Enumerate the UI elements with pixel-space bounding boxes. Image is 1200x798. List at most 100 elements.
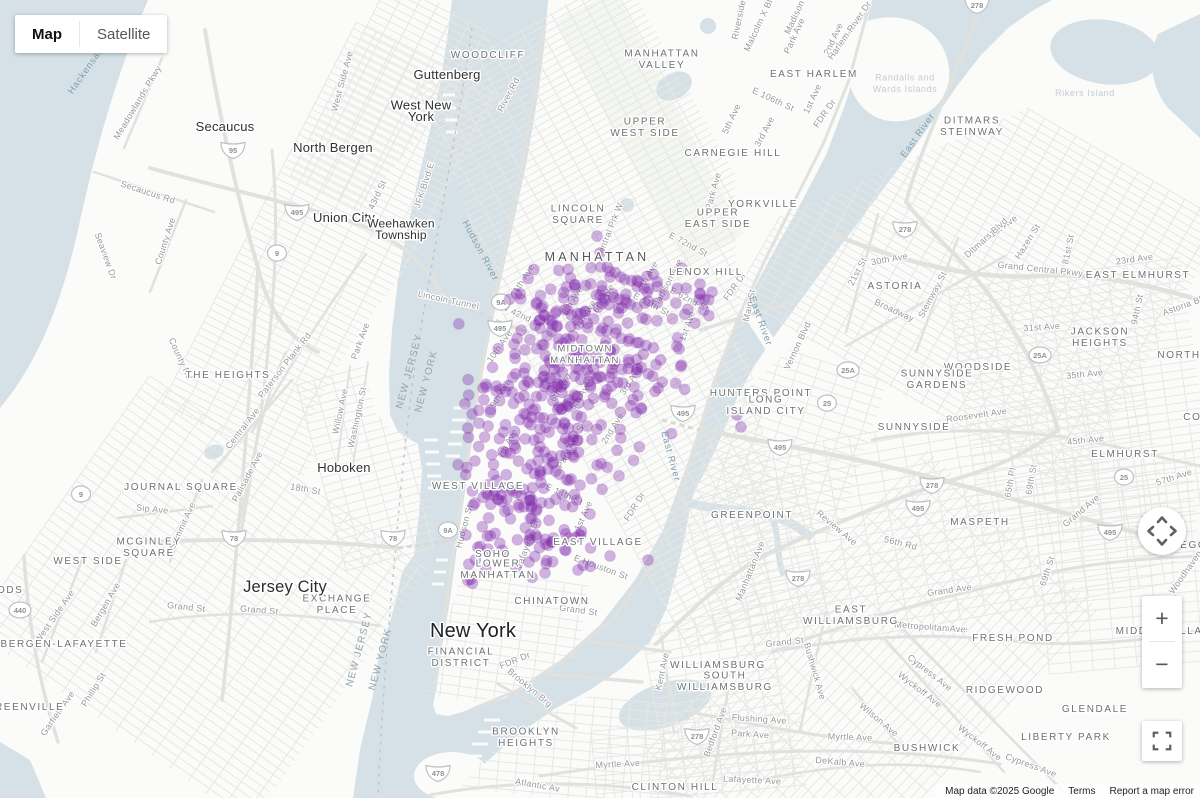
map-label: CLINTON HILL [632,782,719,793]
data-point [550,305,563,317]
report-error-link[interactable]: Report a map error [1109,785,1194,797]
map-label: Guttenberg [413,67,480,82]
data-point [607,291,620,304]
data-point [559,544,572,557]
route-shield: 478 [425,764,451,783]
map-label: RIDGEWOOD [966,685,1044,696]
data-point [592,301,604,314]
data-point [652,382,665,394]
map-label: Sip Ave [136,502,169,515]
data-point [482,420,495,433]
data-point [581,364,594,376]
data-point [650,358,662,371]
data-point [633,440,646,453]
data-point [558,418,571,430]
data-point [568,451,580,464]
data-point [594,261,607,273]
data-point [490,380,503,392]
zoom-out-button[interactable]: − [1142,642,1182,687]
data-point [697,304,710,317]
data-point [564,272,577,284]
data-point [462,389,475,401]
pan-control[interactable] [1138,507,1186,555]
data-point [678,308,691,321]
map-label: Rikers Island [1055,88,1115,98]
data-point [587,312,600,325]
data-point [562,422,575,435]
data-point [480,378,492,391]
map-label: CHINATOWN [514,596,589,607]
map-label: ELMHURST [1091,449,1159,460]
data-point [614,423,627,436]
data-point [477,393,490,406]
data-point [560,473,573,486]
data-point [638,282,651,295]
data-point [532,376,545,389]
data-point [594,356,607,369]
data-point [558,523,571,536]
data-point [625,274,638,287]
data-point [631,280,644,293]
data-point [698,293,711,306]
data-point [572,397,585,409]
data-point [595,457,608,470]
data-point [474,540,487,553]
route-shield: 25A [836,361,860,379]
svg-text:495: 495 [1104,528,1117,537]
map-label: LENOX HILL [669,267,743,278]
data-point [622,335,635,348]
data-point [530,296,543,309]
data-point [533,465,546,478]
map-label: FRESH POND [972,633,1054,644]
data-point [563,333,576,346]
data-point [552,339,565,352]
terms-link[interactable]: Terms [1068,785,1096,797]
data-point [542,463,555,476]
data-point [595,371,608,383]
data-point [508,432,521,445]
data-point [587,363,600,375]
data-point [609,327,622,340]
map-button[interactable]: Map [15,15,79,53]
data-point [577,559,590,572]
data-point [650,314,663,327]
data-point [546,381,559,394]
data-point [540,557,553,570]
satellite-button[interactable]: Satellite [80,15,168,53]
data-point [562,400,575,413]
data-point [612,306,625,319]
data-point [525,512,538,525]
data-point [620,296,633,309]
fullscreen-button[interactable] [1142,721,1182,761]
data-point [631,389,644,402]
data-point [488,485,501,498]
route-shield: 25A [1028,346,1052,364]
data-point [500,468,513,481]
divider [79,21,80,47]
data-point [641,286,654,299]
data-point [530,505,543,517]
data-point [530,342,543,355]
data-point [534,289,547,302]
data-point [702,309,715,322]
route-shield: 495 [1097,523,1123,542]
svg-text:495: 495 [291,208,304,217]
data-point [594,325,607,337]
data-point [630,353,643,366]
data-point [638,297,651,310]
data-point [616,377,629,390]
zoom-in-button[interactable]: + [1142,596,1182,641]
data-point [598,390,611,403]
data-point [546,318,559,331]
data-point [552,333,565,345]
data-point [491,493,504,505]
data-point [674,360,687,373]
data-point [519,521,532,534]
data-point [531,503,543,515]
data-point [656,376,669,389]
data-point [666,312,679,325]
data-point [606,287,619,300]
data-point [595,279,608,292]
